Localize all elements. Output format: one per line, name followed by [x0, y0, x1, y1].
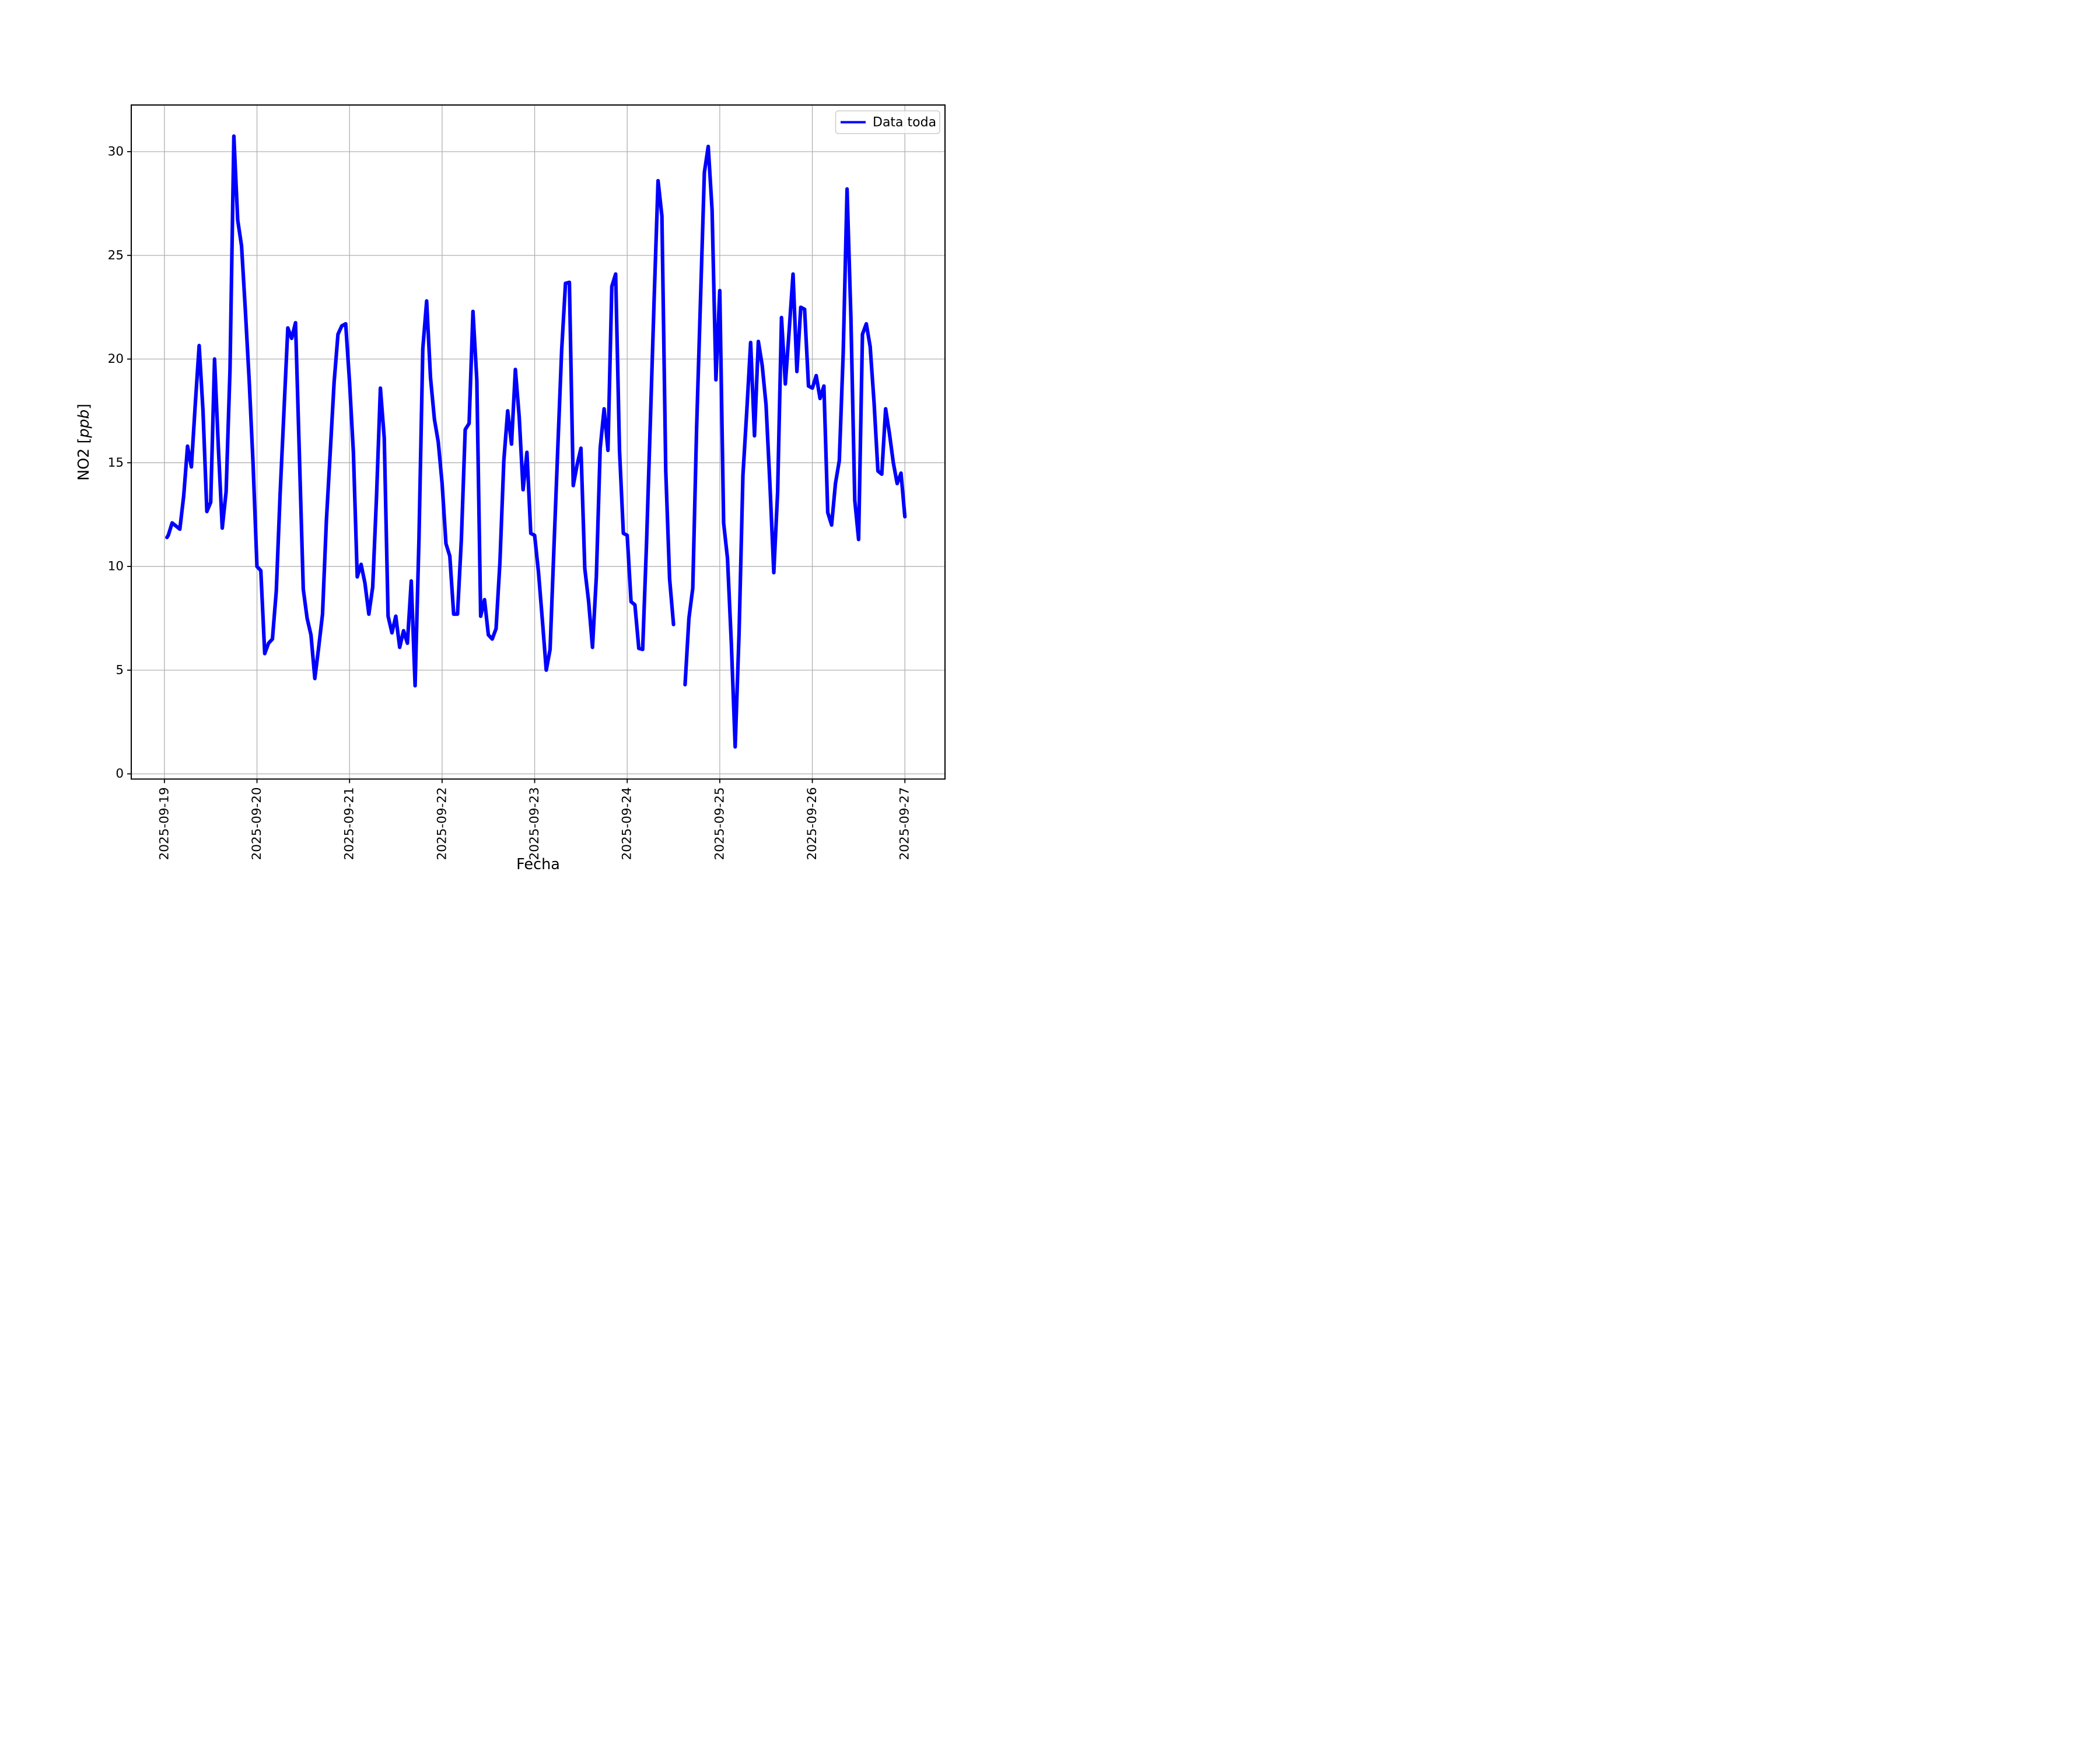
x-tick-label: 2025-09-27 — [898, 788, 912, 860]
y-axis-label-prefix: NO2 [ — [75, 438, 93, 481]
grid — [131, 105, 945, 779]
x-tick-label: 2025-09-22 — [435, 788, 449, 860]
x-tick-label: 2025-09-26 — [805, 788, 820, 860]
y-tick-label: 10 — [108, 559, 124, 574]
x-axis-label: Fecha — [516, 856, 560, 873]
legend-box — [835, 110, 940, 134]
chart-canvas: 2025-09-19 2025-09-20 2025-09-21 2025-09-22… — [75, 104, 946, 873]
data-line — [165, 134, 907, 749]
y-tick-label: 0 — [116, 766, 124, 781]
x-tick-label: 2025-09-20 — [250, 788, 264, 860]
x-tick-label: 2025-09-21 — [342, 788, 357, 860]
y-tick-label: 30 — [108, 144, 124, 159]
figure: 2025-09-19 2025-09-20 2025-09-21 2025-09-22… — [0, 0, 1050, 875]
y-tick-label: 5 — [116, 663, 124, 677]
y-axis-label-units: ppb — [75, 410, 93, 439]
y-tick-label: 25 — [108, 248, 124, 262]
legend-label: Data toda — [873, 116, 936, 130]
axis-ticks: 2025-09-19 2025-09-20 2025-09-21 2025-09-22… — [108, 144, 912, 860]
y-axis-label-suffix: ] — [75, 404, 93, 410]
y-tick-label: 15 — [108, 456, 124, 470]
y-axis-label: NO2 [ppb] — [75, 404, 93, 481]
series — [165, 134, 907, 749]
x-tick-label: 2025-09-23 — [527, 788, 542, 860]
x-tick-label: 2025-09-24 — [620, 788, 635, 860]
plot-border — [131, 104, 946, 780]
y-tick-label: 20 — [108, 352, 124, 366]
legend: Data toda — [835, 110, 940, 134]
x-tick-label: 2025-09-19 — [157, 788, 172, 860]
x-tick-label: 2025-09-25 — [712, 788, 727, 860]
